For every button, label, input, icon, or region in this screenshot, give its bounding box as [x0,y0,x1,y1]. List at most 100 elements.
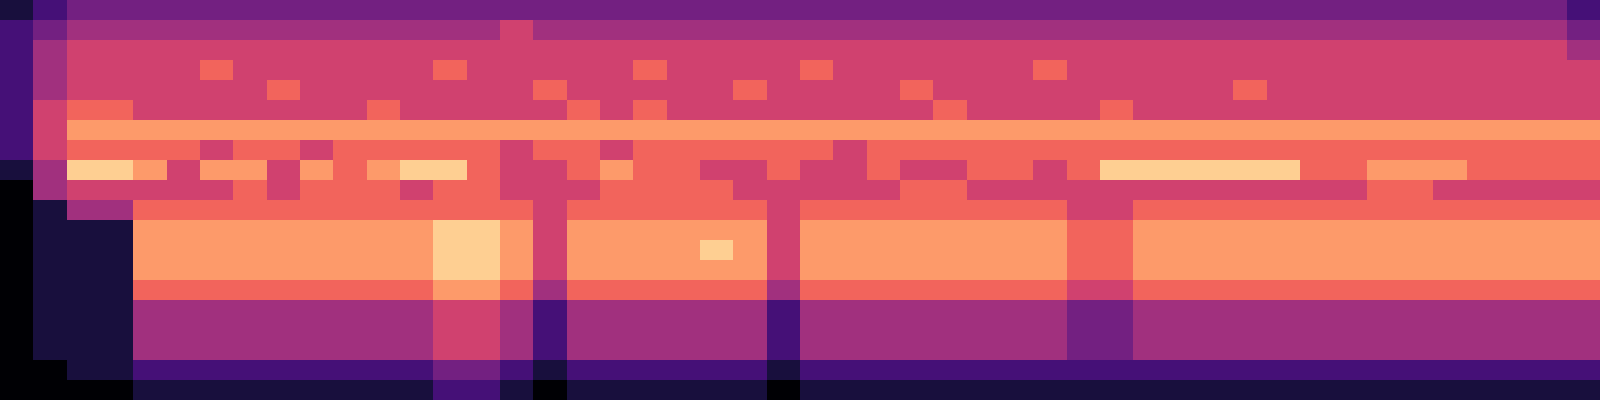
heatmap-cell [1567,60,1600,81]
heatmap-cell [1000,340,1034,361]
heatmap-cell [1500,380,1534,400]
heatmap-cell [1367,320,1401,341]
heatmap-cell [1200,320,1234,341]
heatmap-cell [1533,100,1567,121]
heatmap-cell [300,160,334,181]
heatmap-cell [400,260,434,281]
heatmap-cell [1467,60,1501,81]
heatmap-cell [267,120,301,141]
heatmap-cell [400,300,434,321]
heatmap-cell [733,200,767,221]
heatmap-cell [800,20,834,41]
heatmap-cell [367,180,401,201]
heatmap-cell [700,60,734,81]
heatmap-cell [1467,20,1501,41]
heatmap-cell [567,220,601,241]
heatmap-cell [33,140,67,161]
heatmap-cell [167,300,201,321]
heatmap-cell [1467,320,1501,341]
heatmap-cell [633,380,667,400]
heatmap-cell [967,280,1001,301]
heatmap-cell [133,340,167,361]
heatmap-cell [467,340,501,361]
heatmap-cell [0,20,34,41]
heatmap-cell [900,360,934,381]
heatmap-cell [833,100,867,121]
heatmap-cell [933,60,967,81]
heatmap-cell [1333,280,1367,301]
heatmap-cell [933,80,967,101]
heatmap-cell [1267,180,1301,201]
heatmap-cell [900,80,934,101]
heatmap-cell [767,360,801,381]
heatmap-cell [633,320,667,341]
heatmap-cell [67,240,101,261]
heatmap-cell [967,320,1001,341]
heatmap-cell [1133,240,1167,261]
heatmap-cell [1067,180,1101,201]
heatmap-cell [467,40,501,61]
heatmap-cell [33,20,67,41]
heatmap-cell [1233,120,1267,141]
heatmap-cell [667,20,701,41]
heatmap-cell [1433,300,1467,321]
heatmap-cell [1267,300,1301,321]
heatmap-cell [733,300,767,321]
heatmap-cell [67,120,101,141]
heatmap-cell [0,300,34,321]
heatmap-cell [1067,360,1101,381]
heatmap-cell [500,380,534,400]
heatmap-cell [100,140,134,161]
heatmap-cell [1100,180,1134,201]
heatmap-cell [567,240,601,261]
heatmap-cell [300,260,334,281]
heatmap-cell [1267,200,1301,221]
heatmap-cell [967,180,1001,201]
heatmap-cell [967,100,1001,121]
heatmap-cell [100,260,134,281]
heatmap-cell [867,120,901,141]
heatmap-cell [1433,100,1467,121]
heatmap-cell [933,160,967,181]
heatmap-cell [333,80,367,101]
heatmap-cell [1267,20,1301,41]
heatmap-cell [733,220,767,241]
heatmap-cell [1100,40,1134,61]
heatmap-cell [667,340,701,361]
heatmap-cell [1567,360,1600,381]
heatmap-cell [167,340,201,361]
heatmap-cell [167,200,201,221]
heatmap-cell [633,360,667,381]
heatmap-cell [233,320,267,341]
heatmap-cell [1233,60,1267,81]
heatmap-cell [1500,120,1534,141]
heatmap-cell [500,280,534,301]
heatmap-cell [1267,120,1301,141]
heatmap-cell [1233,80,1267,101]
heatmap-cell [367,0,401,21]
heatmap-cell [933,120,967,141]
heatmap-cell [1000,360,1034,381]
heatmap-cell [1500,40,1534,61]
heatmap-cell [1400,40,1434,61]
heatmap-cell [1567,120,1600,141]
heatmap-cell [867,380,901,400]
heatmap-cell [867,300,901,321]
heatmap-cell [67,100,101,121]
heatmap-cell [767,20,801,41]
heatmap-cell [300,340,334,361]
heatmap-cell [233,220,267,241]
heatmap-cell [433,380,467,400]
heatmap-cell [1433,340,1467,361]
heatmap-cell [600,220,634,241]
heatmap-cell [233,160,267,181]
heatmap-cell [33,40,67,61]
heatmap-cell [200,340,234,361]
heatmap-cell [600,60,634,81]
heatmap-cell [300,80,334,101]
heatmap-cell [233,120,267,141]
heatmap-cell [400,220,434,241]
heatmap-cell [1000,200,1034,221]
heatmap-cell [1100,240,1134,261]
heatmap-cell [1300,40,1334,61]
